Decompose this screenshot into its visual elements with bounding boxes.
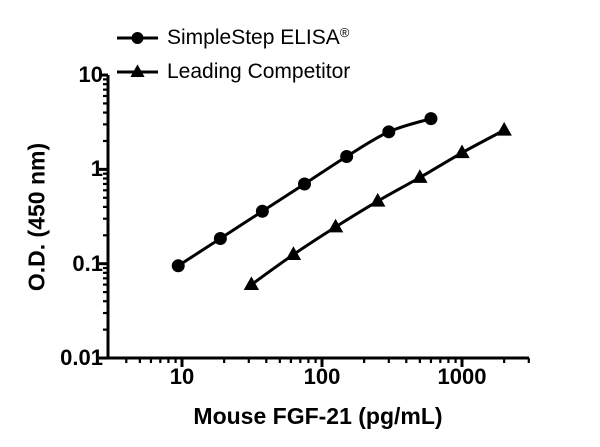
legend-label-text: SimpleStep ELISA bbox=[167, 26, 340, 49]
x-tick-label-10: 10 bbox=[169, 364, 195, 389]
circle-data-point bbox=[171, 259, 185, 273]
y-tick-label-1: 1 bbox=[90, 156, 103, 181]
legend-item-simplestep-elisa: SimpleStep ELISA® bbox=[167, 26, 349, 50]
circle-data-point bbox=[213, 231, 227, 245]
legend-circle-marker-icon bbox=[131, 32, 144, 44]
triangle-data-point bbox=[327, 218, 344, 233]
circle-data-point bbox=[424, 112, 438, 126]
y-tick-label-10: 10 bbox=[78, 62, 103, 87]
triangle-data-point bbox=[285, 246, 302, 260]
x-axis-title: Mouse FGF-21 (pg/mL) bbox=[193, 403, 443, 429]
triangle-data-point bbox=[243, 276, 260, 291]
x-tick-label-100: 100 bbox=[303, 364, 341, 389]
y-tick-label-0-01: 0.01 bbox=[60, 345, 103, 370]
triangle-data-point bbox=[412, 169, 428, 183]
triangle-data-point bbox=[496, 121, 512, 136]
legend-label-text: Leading Competitor bbox=[167, 60, 351, 83]
circle-data-point bbox=[340, 149, 354, 163]
registered-trademark-symbol: ® bbox=[339, 25, 350, 40]
x-tick-label-1000: 1000 bbox=[437, 364, 487, 389]
circle-data-point bbox=[298, 177, 312, 191]
legend-triangle-marker-icon bbox=[130, 64, 145, 77]
y-axis-title: O.D. (450 nm) bbox=[23, 142, 50, 292]
circle-data-point bbox=[255, 204, 269, 218]
legend-item-leading-competitor: Leading Competitor bbox=[167, 60, 350, 84]
triangle-data-point bbox=[370, 192, 386, 207]
triangle-data-point bbox=[454, 144, 470, 159]
y-tick-label-0-1: 0.1 bbox=[72, 251, 103, 276]
circle-data-point bbox=[382, 125, 396, 139]
